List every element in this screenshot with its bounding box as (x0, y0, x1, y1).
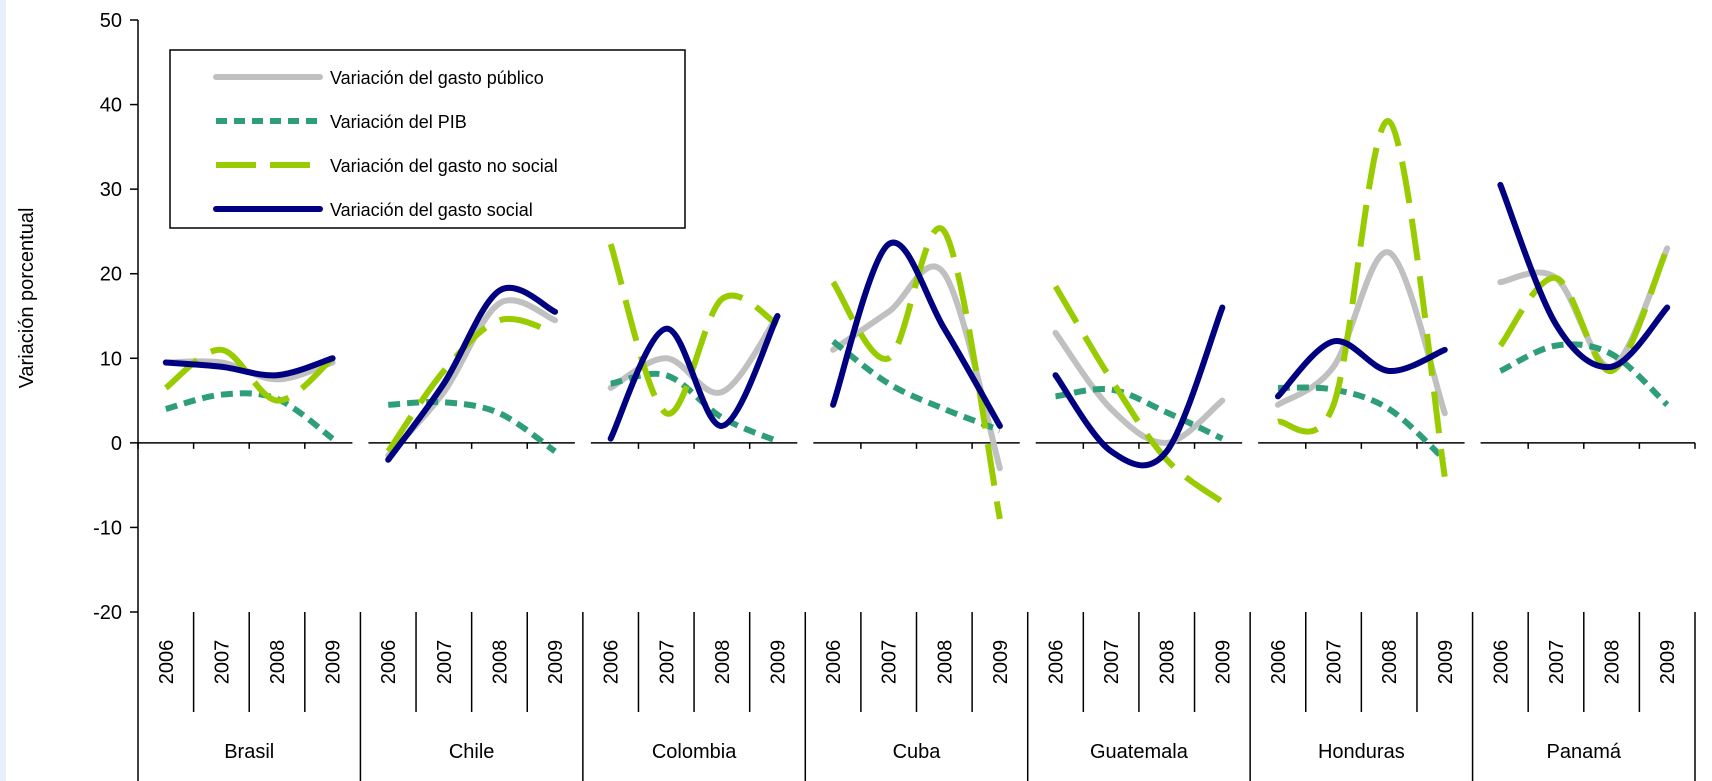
year-label: 2009 (545, 640, 567, 685)
year-label: 2006 (156, 640, 178, 685)
left-edge-strip (0, 0, 6, 781)
year-label: 2009 (1435, 640, 1457, 685)
year-label: 2009 (1657, 640, 1679, 685)
series-line-brasil (162, 355, 336, 379)
series-line-panamá (1497, 247, 1670, 374)
year-label: 2007 (879, 640, 901, 685)
year-label: 2007 (656, 640, 678, 685)
country-label: Chile (449, 741, 495, 763)
series-line-cuba (830, 225, 1003, 520)
series-layer (162, 118, 1671, 520)
y-tick-label: 0 (111, 433, 122, 455)
y-tick-label: -10 (93, 517, 122, 539)
year-label: 2008 (1602, 640, 1624, 685)
y-tick-label: 50 (100, 10, 122, 32)
series-line-brasil (165, 390, 335, 442)
country-label: Guatemala (1090, 741, 1189, 763)
axes-layer (130, 19, 1696, 781)
y-tick-label: 20 (100, 264, 122, 286)
year-label: 2006 (1490, 640, 1512, 685)
series-line-honduras (1274, 338, 1448, 400)
year-label: 2006 (601, 640, 623, 685)
legend-label: Variación del gasto público (330, 68, 544, 88)
year-label: 2009 (990, 640, 1012, 685)
year-label: 2007 (211, 640, 233, 685)
series-line-chile (388, 398, 557, 454)
series-line-panamá (1497, 245, 1671, 370)
y-tick-label: -20 (93, 602, 122, 624)
country-label: Colombia (652, 741, 737, 763)
country-label: Cuba (893, 741, 942, 763)
series-line-guatemala (1052, 304, 1226, 469)
series-line-panamá (1497, 181, 1671, 371)
year-label: 2008 (267, 640, 289, 685)
series-line-colombia (607, 313, 781, 442)
year-label: 2008 (489, 640, 511, 685)
series-line-guatemala (1052, 284, 1225, 505)
series-line-honduras (1277, 118, 1448, 478)
series-line-colombia (607, 243, 780, 417)
country-label: Brasil (224, 741, 274, 763)
series-line-honduras (1274, 249, 1448, 417)
y-axis-label: Variación porcentual (16, 208, 38, 389)
labels-layer: -20 -10 0 10 20 30 40 50 2006 2007 2008 2009 Brasil 2… (93, 10, 1679, 763)
year-label: 2006 (1046, 640, 1068, 685)
series-line-guatemala (1055, 386, 1224, 442)
year-label: 2008 (712, 640, 734, 685)
y-tick-label: 10 (100, 348, 122, 370)
year-label: 2006 (1268, 640, 1290, 685)
year-label: 2008 (1379, 640, 1401, 685)
legend: Variación del gasto público Variación del… (169, 49, 686, 229)
year-label: 2008 (1157, 640, 1179, 685)
series-line-guatemala (1052, 329, 1226, 446)
country-label: Panamá (1547, 741, 1622, 763)
year-label: 2007 (1101, 640, 1123, 685)
legend-label: Variación del gasto no social (330, 156, 558, 176)
series-4 (162, 181, 1671, 469)
year-label: 2009 (767, 640, 789, 685)
country-label: Honduras (1318, 741, 1405, 763)
y-tick-label: 40 (100, 95, 122, 117)
year-label: 2008 (934, 640, 956, 685)
year-label: 2009 (1212, 640, 1234, 685)
legend-label: Variación del PIB (330, 112, 467, 132)
year-label: 2006 (378, 640, 400, 685)
y-tick-label: 30 (100, 179, 122, 201)
series-line-chile (385, 285, 559, 463)
year-label: 2007 (1324, 640, 1346, 685)
year-label: 2007 (434, 640, 456, 685)
year-label: 2009 (323, 640, 345, 685)
series-line-panamá (1499, 341, 1670, 408)
series-line-cuba (831, 338, 1001, 433)
year-label: 2007 (1546, 640, 1568, 685)
series-line-cuba (830, 239, 1003, 429)
year-label: 2006 (823, 640, 845, 685)
legend-label: Variación del gasto social (330, 200, 533, 220)
series-line-honduras (1277, 384, 1447, 462)
